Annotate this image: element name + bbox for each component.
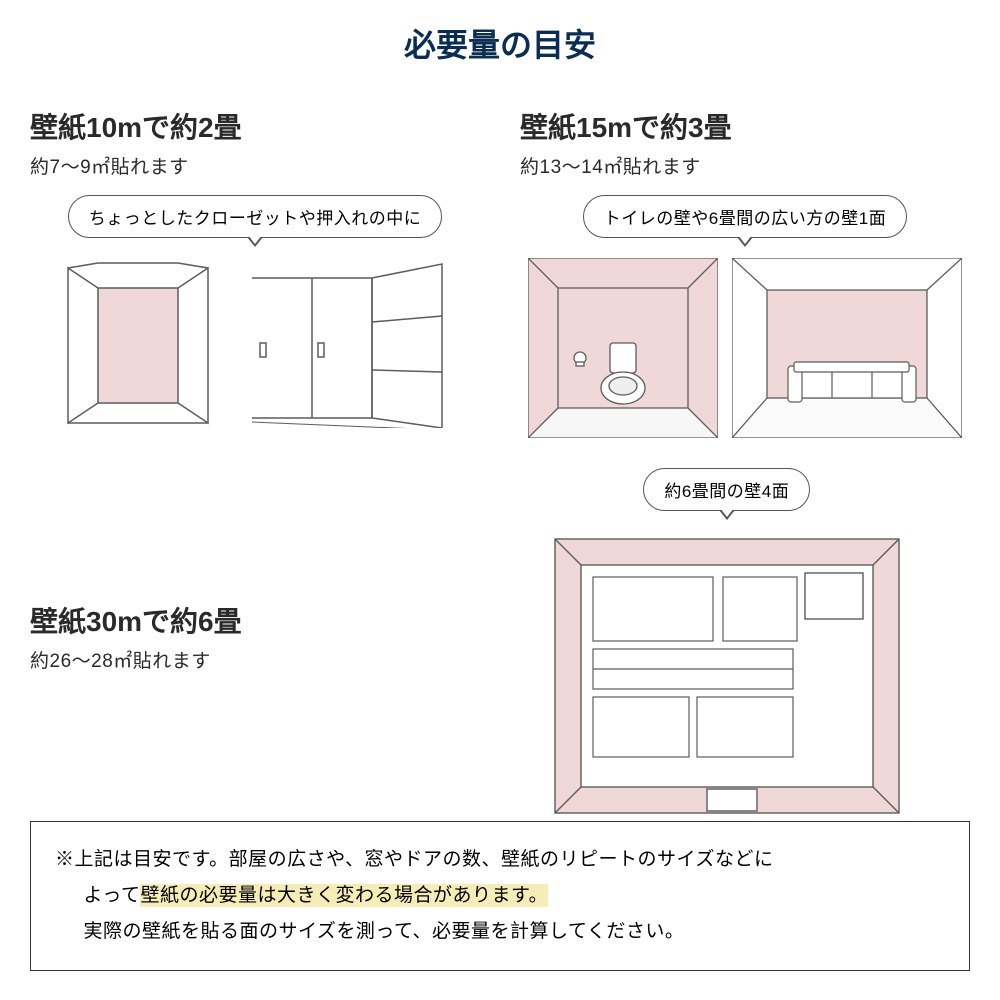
caption-bubble: 約6畳間の壁4面: [643, 468, 810, 511]
sections-grid: 壁紙10mで約2畳 約7～9㎡貼れます ちょっとしたクローゼットや押入れの中に: [30, 106, 970, 438]
section-subtext: 約7～9㎡貼れます: [30, 152, 480, 179]
note-line-2: よって壁紙の必要量は大きく変わる場合があります。: [55, 878, 945, 914]
note-line-3: 実際の壁紙を貼る面のサイズを測って、必要量を計算してください。: [55, 914, 945, 950]
note-text: よって: [84, 885, 141, 906]
closet-open-icon: [48, 258, 228, 428]
section-10m: 壁紙10mで約2畳 約7～9㎡貼れます ちょっとしたクローゼットや押入れの中に: [30, 106, 480, 438]
section-subtext: 約13～14㎡貼れます: [520, 152, 970, 179]
room-plan-icon: [547, 531, 907, 821]
page-title: 必要量の目安: [30, 20, 970, 66]
note-line-1: ※上記は目安です。部屋の広さや、窓やドアの数、壁紙のリピートのサイズなどに: [55, 842, 945, 878]
illustration-row: [520, 258, 970, 438]
section-15m: 壁紙15mで約3畳 約13～14㎡貼れます トイレの壁や6畳間の広い方の壁1面: [520, 106, 970, 438]
section-heading: 壁紙15mで約3畳: [520, 106, 970, 146]
toilet-room-icon: [528, 258, 718, 438]
section-heading: 壁紙10mで約2畳: [30, 106, 480, 146]
caption-bubble: トイレの壁や6畳間の広い方の壁1面: [583, 195, 907, 238]
note-highlight: 壁紙の必要量は大きく変わる場合があります。: [140, 884, 548, 907]
illustration-row: [484, 531, 970, 821]
section-30m: 壁紙30mで約6畳 約26～28㎡貼れます 約6畳間の壁4面: [30, 468, 970, 821]
room-one-wall-icon: [732, 258, 962, 438]
caption-bubble: ちょっとしたクローゼットや押入れの中に: [68, 195, 443, 238]
note-text: ※上記は目安です。部屋の広さや、窓やドアの数、壁紙のリピートのサイズなどに: [55, 849, 773, 870]
note-box: ※上記は目安です。部屋の広さや、窓やドアの数、壁紙のリピートのサイズなどに よっ…: [30, 821, 970, 971]
sliding-door-icon: [242, 258, 462, 428]
illustration-row: [30, 258, 480, 428]
section-heading: 壁紙30mで約6畳: [30, 600, 444, 640]
section-subtext: 約26～28㎡貼れます: [30, 646, 444, 673]
